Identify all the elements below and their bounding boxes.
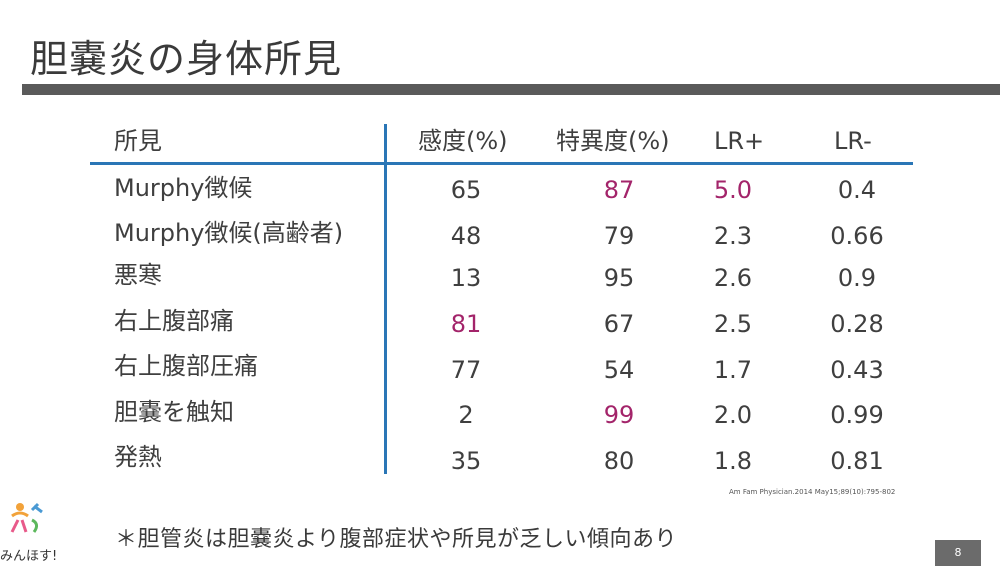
table-row-specificity: 67 bbox=[603, 310, 635, 338]
table-row-finding: Murphy徴候(高齢者) bbox=[114, 219, 344, 247]
table-row-finding: 悪寒 bbox=[114, 261, 162, 289]
table-row-finding: 胆嚢を触知 bbox=[114, 398, 234, 426]
table-row-lr-neg: 0.43 bbox=[830, 356, 884, 384]
table-row-specificity: 87 bbox=[603, 176, 635, 204]
table-row-lr-pos: 1.7 bbox=[713, 356, 753, 384]
header-sensitivity: 感度(%) bbox=[418, 127, 508, 155]
table-row-finding: 右上腹部圧痛 bbox=[114, 352, 258, 380]
footnote: ＊胆管炎は胆嚢炎より腹部症状や所見が乏しい傾向あり bbox=[115, 527, 678, 552]
table-row-specificity: 99 bbox=[603, 401, 635, 429]
table-row-finding: 発熱 bbox=[114, 443, 162, 471]
table-row-sensitivity: 2 bbox=[458, 401, 474, 429]
table-row-sensitivity: 35 bbox=[450, 447, 482, 475]
table-row-specificity: 95 bbox=[603, 264, 635, 292]
table-row-lr-neg: 0.99 bbox=[830, 401, 884, 429]
table-row-sensitivity: 81 bbox=[450, 310, 482, 338]
header-specificity: 特異度(%) bbox=[556, 127, 670, 155]
table-row-lr-pos: 2.6 bbox=[713, 264, 753, 292]
page-number: 8 bbox=[935, 540, 981, 566]
table-row-lr-neg: 0.9 bbox=[837, 264, 877, 292]
table-row-sensitivity: 65 bbox=[450, 176, 482, 204]
table-row-lr-neg: 0.28 bbox=[830, 310, 884, 338]
table-row-sensitivity: 77 bbox=[450, 356, 482, 384]
table-row-lr-pos: 2.3 bbox=[713, 222, 753, 250]
table-row-specificity: 54 bbox=[603, 356, 635, 384]
table-row-lr-neg: 0.81 bbox=[830, 447, 884, 475]
page-title: 胆嚢炎の身体所見 bbox=[30, 37, 343, 81]
header-lr-neg: LR- bbox=[834, 127, 872, 155]
table-row-specificity: 79 bbox=[603, 222, 635, 250]
table-row-finding: 右上腹部痛 bbox=[114, 307, 234, 335]
logo-icon bbox=[10, 502, 43, 533]
table-row-specificity: 80 bbox=[603, 447, 635, 475]
table-row-lr-neg: 0.4 bbox=[837, 176, 877, 204]
table-row-lr-neg: 0.66 bbox=[830, 222, 884, 250]
table-row-lr-pos: 2.5 bbox=[713, 310, 753, 338]
title-rule bbox=[22, 84, 1000, 95]
header-rule bbox=[90, 162, 913, 165]
column-divider bbox=[384, 124, 387, 474]
table-row-sensitivity: 48 bbox=[450, 222, 482, 250]
citation: Am Fam Physician.2014 May15;89(10):795-8… bbox=[729, 488, 896, 496]
table-row-sensitivity: 13 bbox=[450, 264, 482, 292]
table-row-lr-pos: 1.8 bbox=[713, 447, 753, 475]
table-row-lr-pos: 5.0 bbox=[713, 176, 753, 204]
table-row-finding: Murphy徴候 bbox=[114, 174, 253, 202]
header-finding: 所見 bbox=[114, 127, 162, 155]
logo-text: みんほす! bbox=[0, 549, 58, 564]
table-row-lr-pos: 2.0 bbox=[713, 401, 753, 429]
header-lr-pos: LR+ bbox=[714, 127, 765, 155]
